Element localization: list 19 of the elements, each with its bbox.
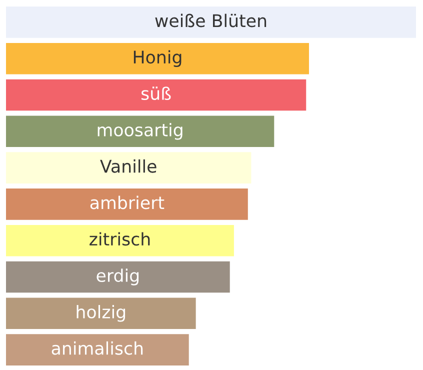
y-tick-label: zitrisch bbox=[90, 232, 150, 246]
bar bbox=[6, 188, 248, 220]
bar bbox=[6, 298, 196, 330]
bar bbox=[6, 42, 309, 74]
y-tick-label: weiße Blüten bbox=[155, 14, 266, 28]
y-tick-label: erdig bbox=[96, 268, 139, 286]
y-tick-label: holzig bbox=[76, 305, 126, 322]
bar bbox=[6, 152, 252, 184]
y-tick-label: animalisch bbox=[52, 341, 143, 355]
bar bbox=[6, 224, 234, 256]
bar bbox=[6, 261, 230, 293]
y-tick-label: süß bbox=[142, 86, 171, 100]
y-tick-label: Vanille bbox=[100, 159, 156, 173]
bar bbox=[6, 116, 274, 148]
bar bbox=[6, 79, 306, 111]
bar bbox=[6, 334, 189, 366]
y-tick-label: Honig bbox=[134, 50, 182, 67]
y-tick-label: ambriert bbox=[90, 196, 164, 210]
y-tick-label: moosartig bbox=[98, 123, 182, 140]
